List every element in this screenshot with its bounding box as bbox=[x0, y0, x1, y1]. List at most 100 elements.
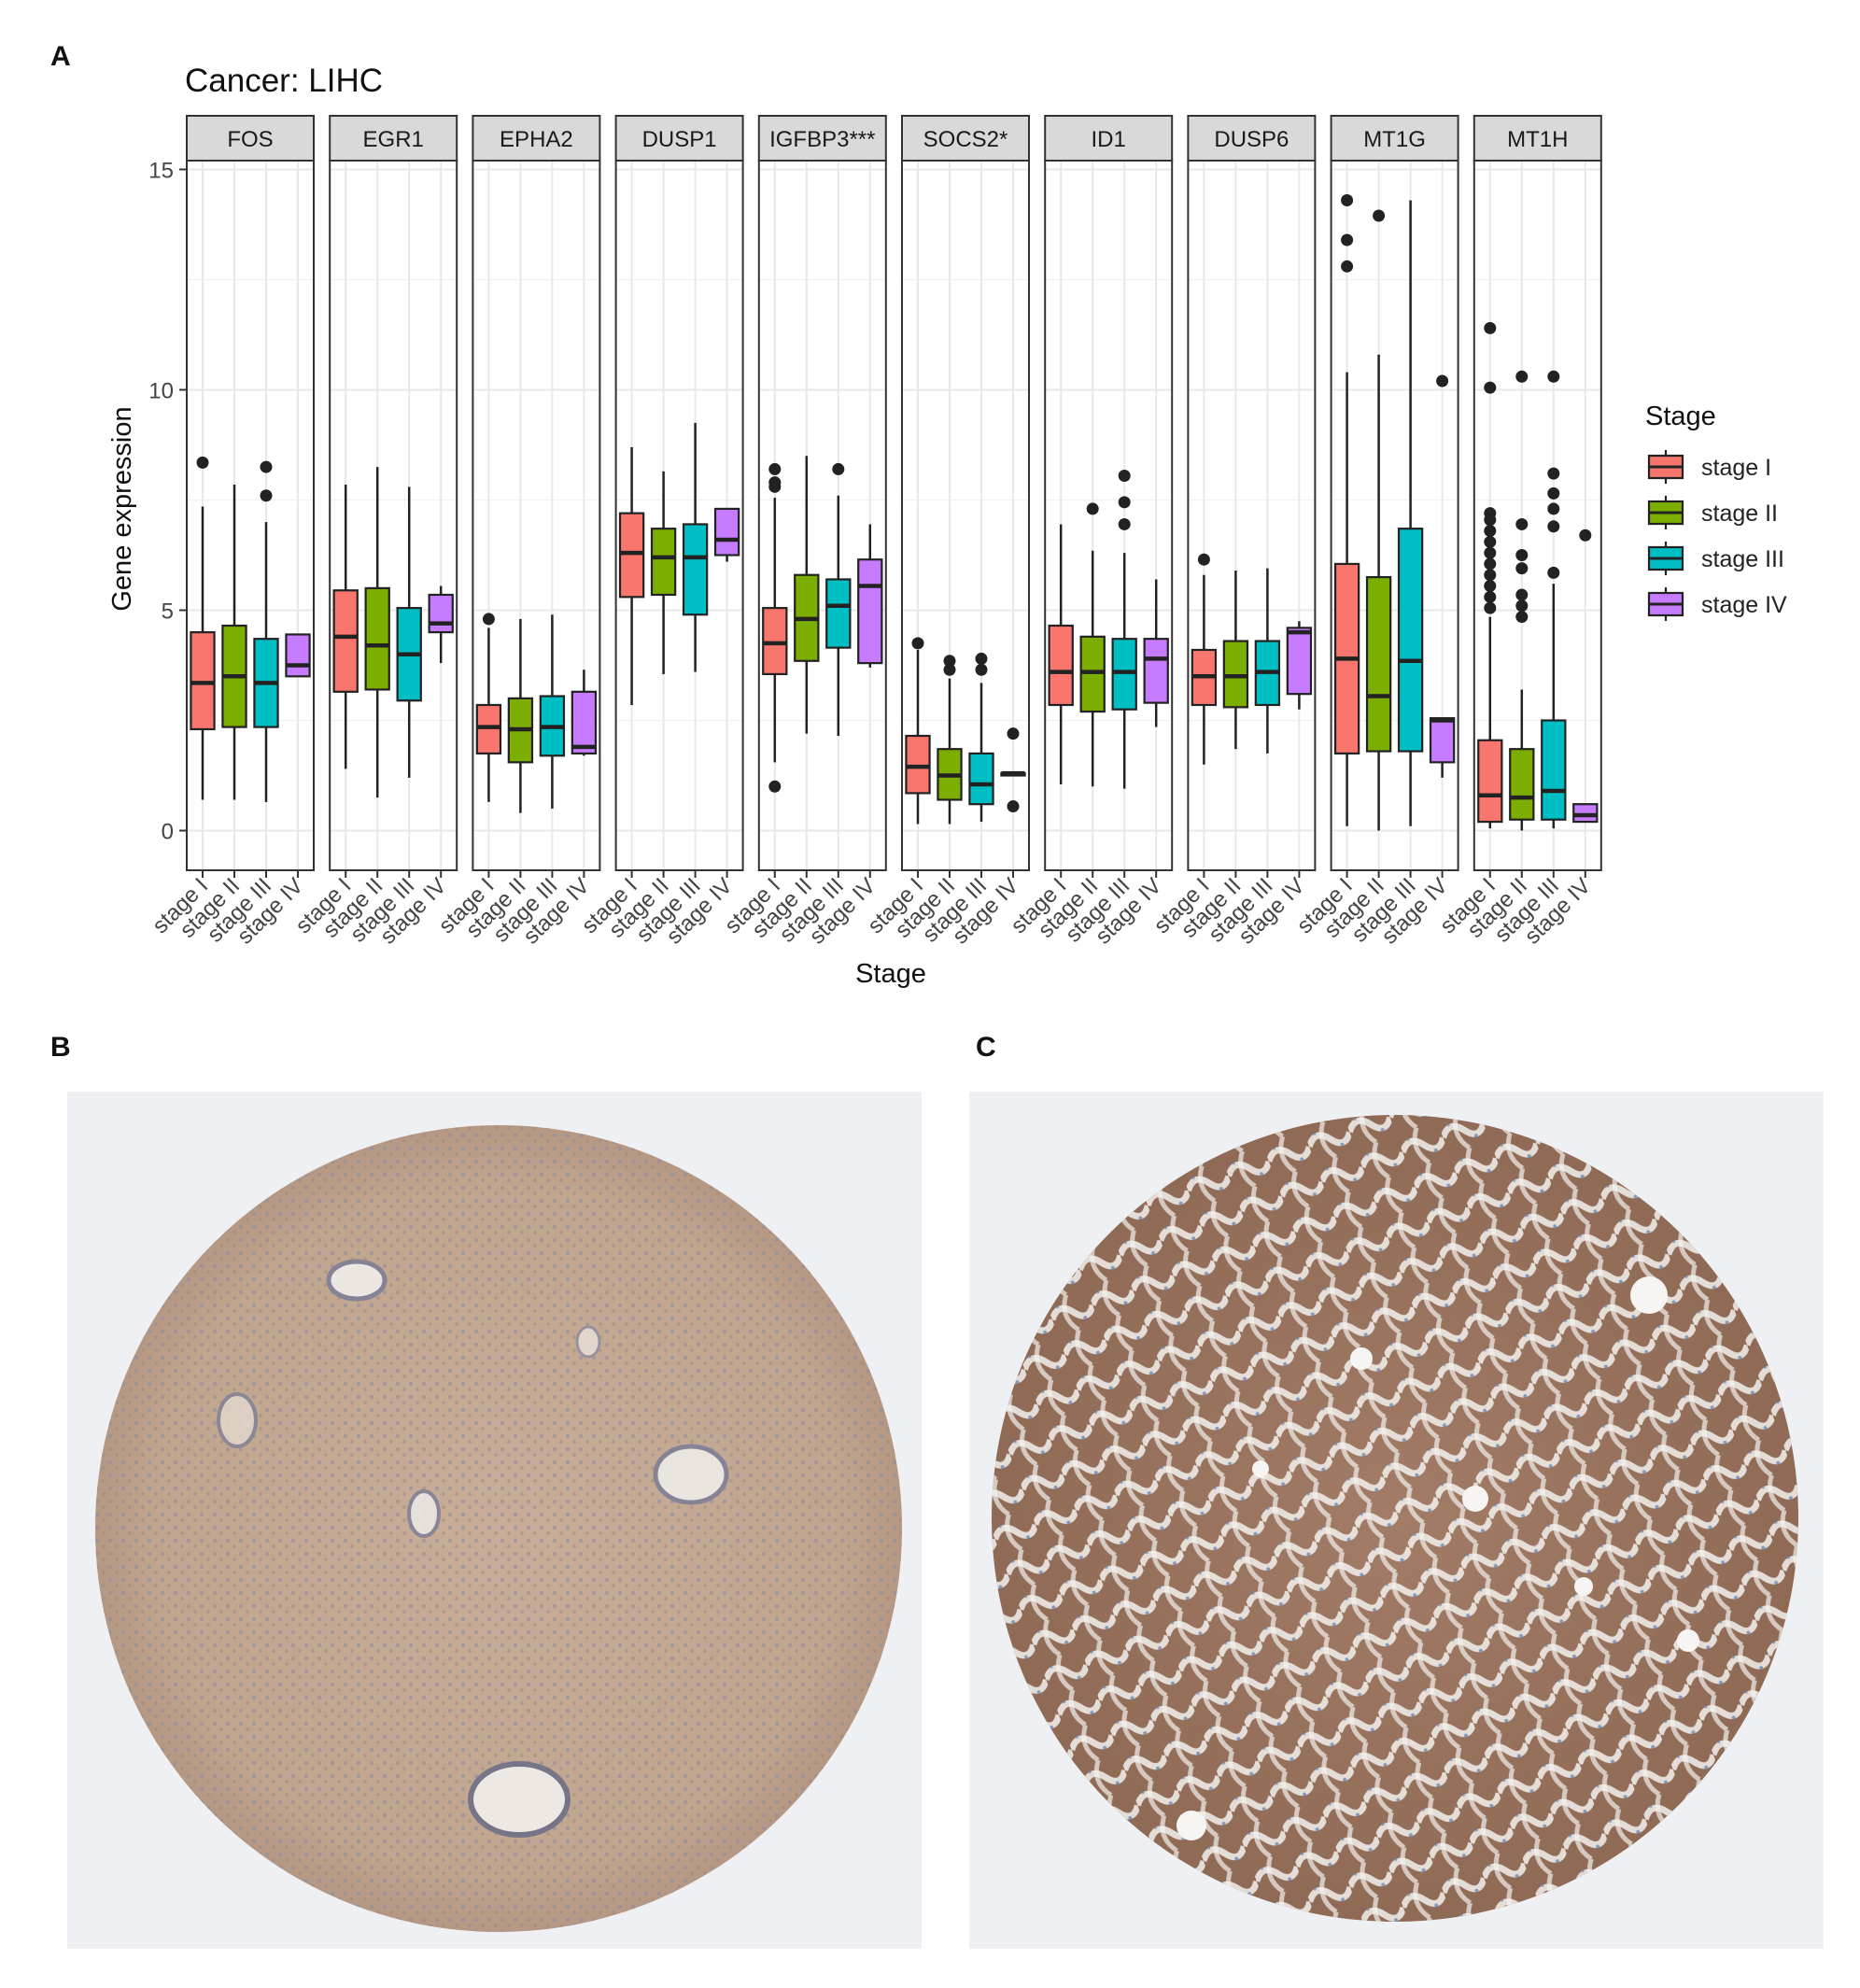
box-stage-III bbox=[1254, 568, 1281, 754]
box-body bbox=[1477, 739, 1503, 824]
y-tick-label: 15 bbox=[148, 158, 174, 183]
outlier-point bbox=[1086, 502, 1099, 515]
facet-strip-label: MT1H bbox=[1507, 127, 1568, 152]
outlier-point bbox=[1484, 580, 1497, 593]
outlier-point bbox=[196, 456, 209, 469]
box-stage-IV bbox=[285, 633, 311, 678]
y-tick-label: 5 bbox=[162, 599, 174, 624]
box-stage-III bbox=[539, 614, 566, 809]
box-body bbox=[285, 633, 311, 678]
box-body bbox=[1222, 640, 1249, 709]
legend-label: stage IV bbox=[1701, 592, 1787, 618]
box-body bbox=[1572, 803, 1599, 824]
box-body bbox=[857, 558, 883, 665]
outlier-point bbox=[1515, 562, 1529, 575]
y-axis-title: Gene expression bbox=[107, 406, 137, 611]
box-body bbox=[1541, 719, 1567, 821]
box-stage-I bbox=[618, 446, 645, 705]
outlier-point bbox=[832, 462, 845, 475]
facet-strip-label: SOCS2* bbox=[923, 127, 1008, 152]
box-body bbox=[1397, 528, 1424, 753]
vessel-b-3 bbox=[407, 1489, 441, 1538]
box-stage-II bbox=[1509, 370, 1535, 831]
outlier-point bbox=[1484, 557, 1497, 571]
box-body bbox=[713, 507, 740, 557]
outlier-point bbox=[1547, 502, 1560, 515]
outlier-point bbox=[1341, 260, 1354, 273]
facet-border bbox=[472, 160, 601, 871]
legend-title: Stage bbox=[1645, 402, 1716, 431]
outlier-point bbox=[1515, 611, 1529, 624]
box-stage-IV bbox=[1143, 579, 1169, 727]
outlier-point bbox=[943, 663, 956, 676]
outlier-point bbox=[1118, 517, 1131, 530]
outlier-point bbox=[1484, 546, 1497, 559]
box-body bbox=[650, 528, 677, 597]
vacuole-c-6 bbox=[1252, 1460, 1269, 1477]
box-stage-IV bbox=[428, 585, 454, 664]
vessel-b-5 bbox=[217, 1392, 258, 1448]
box-stage-I bbox=[1333, 193, 1360, 826]
facet-strip-label: ID1 bbox=[1092, 127, 1126, 152]
facet-border bbox=[1044, 160, 1174, 871]
outlier-point bbox=[1579, 529, 1592, 542]
legend-label: stage III bbox=[1701, 546, 1784, 572]
outlier-point bbox=[1007, 727, 1020, 740]
box-body bbox=[905, 734, 931, 795]
facet-strip-label: DUSP1 bbox=[642, 127, 717, 152]
box-stage-III bbox=[1397, 200, 1424, 826]
facet-plot-area bbox=[472, 161, 600, 870]
box-stage-IV bbox=[1572, 529, 1599, 824]
outlier-point bbox=[260, 460, 273, 473]
vessel-b-2 bbox=[653, 1444, 729, 1505]
box-stage-I bbox=[905, 637, 931, 825]
outlier-point bbox=[1547, 566, 1560, 579]
outlier-point bbox=[1484, 381, 1497, 394]
box-stage-I bbox=[190, 456, 216, 800]
box-stage-I bbox=[762, 462, 788, 793]
facet-border bbox=[1330, 160, 1459, 871]
outlier-point bbox=[1515, 517, 1529, 530]
y-tick-label: 0 bbox=[162, 820, 174, 845]
facet-plot-area bbox=[187, 161, 314, 870]
box-stage-II bbox=[1365, 209, 1392, 831]
box-stage-I bbox=[1048, 524, 1074, 784]
outlier-point bbox=[1118, 470, 1131, 483]
boxplot-chart: Cancer: LIHC Gene expression Stage 0 5 10 1… bbox=[107, 63, 1787, 989]
outlier-point bbox=[1007, 800, 1020, 813]
outlier-point bbox=[975, 663, 988, 676]
tissue-image-b bbox=[67, 1092, 922, 1949]
box-stage-IV bbox=[1286, 621, 1313, 710]
box-body bbox=[1286, 627, 1313, 696]
facet-border bbox=[186, 160, 315, 871]
outlier-point bbox=[1547, 520, 1560, 533]
outlier-point bbox=[1484, 507, 1497, 520]
vacuole-c-7 bbox=[1677, 1629, 1699, 1652]
vessel-b-6 bbox=[575, 1325, 601, 1359]
box-body bbox=[1429, 717, 1456, 764]
outlier-point bbox=[1341, 193, 1354, 206]
legend-item-stage-I: stage I bbox=[1647, 450, 1771, 484]
box-stage-I bbox=[1191, 553, 1218, 765]
box-body bbox=[682, 523, 709, 616]
facet-border bbox=[329, 160, 458, 871]
outlier-point bbox=[1515, 370, 1529, 383]
facet-plot-area bbox=[758, 161, 886, 870]
box-stage-III bbox=[682, 422, 709, 672]
outlier-point bbox=[768, 780, 782, 793]
outlier-point bbox=[482, 613, 495, 626]
box-body bbox=[190, 630, 216, 731]
outlier-point bbox=[260, 489, 273, 502]
facet-border bbox=[614, 160, 744, 871]
outlier-point bbox=[1515, 548, 1529, 561]
facet-border bbox=[1472, 160, 1602, 871]
box-stage-II bbox=[650, 471, 677, 674]
facet-border bbox=[901, 160, 1030, 871]
facet-strip bbox=[901, 115, 1030, 162]
outlier-point bbox=[911, 637, 924, 650]
